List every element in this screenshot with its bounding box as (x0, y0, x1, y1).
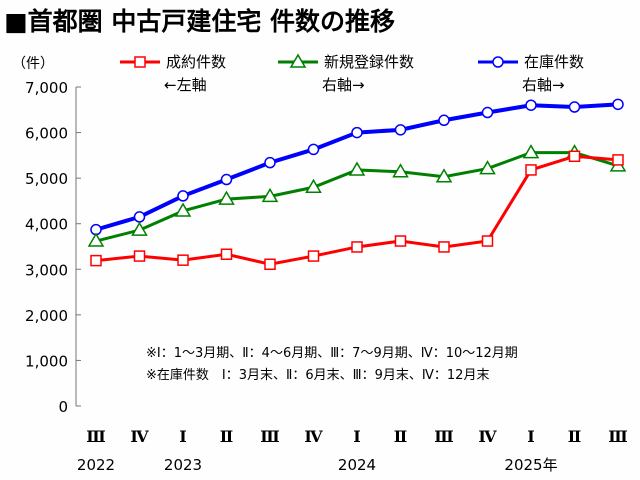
x-tick-label: Ⅲ (260, 427, 279, 446)
legend-axis-note: 右軸→ (322, 76, 365, 94)
x-tick-label: Ⅳ (130, 427, 149, 446)
data-point (568, 150, 581, 163)
x-tick-label: Ⅲ (434, 427, 453, 446)
data-point (351, 126, 363, 139)
x-tick-label: Ⅰ (353, 427, 360, 446)
data-point (568, 101, 581, 113)
data-point (220, 248, 233, 260)
data-point (481, 106, 494, 119)
data-point (177, 254, 189, 266)
legend-marker (492, 56, 504, 68)
x-tick-label: Ⅱ (568, 427, 581, 446)
legend-axis-note: ←左軸 (164, 76, 207, 94)
data-point (392, 163, 409, 178)
x-tick-label: Ⅰ (527, 427, 534, 446)
legend-marker (134, 56, 146, 68)
annotation-note: ※在庫件数 Ⅰ：3月末、Ⅱ：6月末、Ⅲ：9月末、Ⅳ：12月末 (146, 368, 489, 383)
data-point (525, 99, 537, 111)
data-point (522, 144, 540, 159)
y-tick-label: 3,000 (25, 261, 68, 279)
data-point (305, 178, 322, 194)
y-tick-label: 0 (58, 398, 68, 416)
x-year-label: 2023 (164, 456, 202, 474)
data-point (307, 143, 320, 156)
data-point (348, 161, 366, 176)
x-tick-label: Ⅱ (220, 427, 233, 446)
annotation-note: ※Ⅰ：1～3月期、Ⅱ：4～6月期、Ⅲ：7～9月期、Ⅳ：10～12月期 (146, 346, 518, 361)
x-tick-label: Ⅳ (304, 427, 323, 446)
series-square (90, 150, 624, 271)
legend-axis-note: 右軸→ (522, 76, 565, 94)
y-tick-label: 5,000 (25, 170, 68, 188)
y-tick-label: 6,000 (25, 125, 68, 143)
series-triangle (87, 144, 627, 247)
data-point (481, 235, 494, 247)
data-point (90, 254, 102, 267)
data-point (174, 202, 192, 217)
x-year-label: 2025年 (504, 456, 557, 474)
series-circle (90, 98, 624, 236)
data-point (220, 173, 233, 186)
y-tick-label: 2,000 (25, 307, 68, 325)
x-tick-label: Ⅱ (394, 427, 407, 446)
data-point (307, 250, 320, 262)
data-point (87, 232, 105, 247)
legend-item: 成約件数 ←左軸 (120, 53, 226, 94)
data-point (479, 160, 496, 175)
legend-marker (289, 53, 307, 68)
data-point (264, 258, 276, 271)
y-tick-label: 4,000 (25, 216, 68, 234)
x-tick-label: Ⅰ (179, 427, 186, 446)
data-point (131, 221, 148, 236)
x-tick-label: Ⅲ (86, 427, 105, 446)
data-point (133, 211, 146, 223)
data-point (438, 241, 450, 253)
x-tick-label: Ⅳ (478, 427, 497, 446)
x-tick-label: Ⅲ (608, 427, 627, 446)
data-point (394, 235, 407, 247)
x-year-label: 2024 (338, 456, 376, 474)
data-point (264, 156, 276, 169)
data-point (394, 124, 407, 136)
x-year-label: 2022 (77, 456, 115, 474)
legend-label: 新規登録件数 (324, 53, 414, 71)
chart-title: ■首都圏 中古戸建住宅 件数の推移 (4, 7, 396, 36)
y-tick-label: 1,000 (25, 352, 68, 370)
data-point (435, 168, 453, 183)
data-point (261, 187, 279, 203)
y-axis-label: （件） (12, 56, 54, 72)
data-point (612, 98, 624, 111)
legend-label: 在庫件数 (524, 53, 584, 71)
y-tick-label: 7,000 (25, 79, 68, 97)
data-point (612, 154, 624, 166)
data-point (351, 241, 363, 253)
data-point (133, 250, 146, 262)
legend-label: 成約件数 (166, 53, 226, 71)
data-point (218, 190, 235, 205)
data-point (525, 164, 537, 176)
data-point (438, 114, 450, 127)
data-point (177, 190, 189, 202)
